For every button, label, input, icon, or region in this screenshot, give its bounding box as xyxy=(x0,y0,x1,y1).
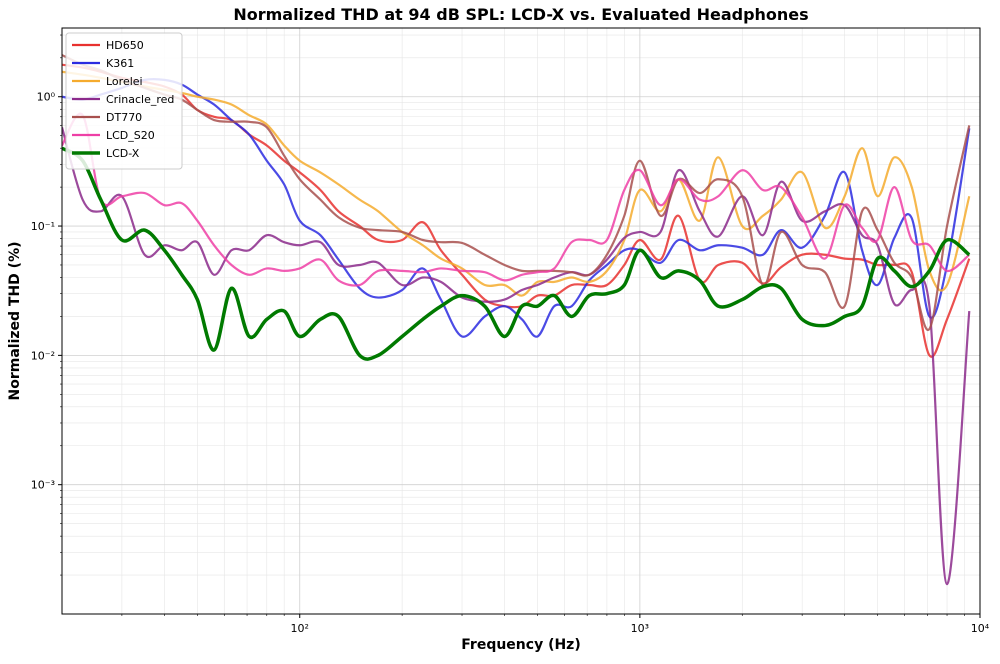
plot-lines xyxy=(62,54,971,586)
series-line xyxy=(62,127,971,586)
legend-label: K361 xyxy=(106,57,134,70)
x-tick-label: 10² xyxy=(291,622,309,635)
legend-label: HD650 xyxy=(106,39,144,52)
legend-label: DT770 xyxy=(106,111,142,124)
y-tick-label: 10⁻² xyxy=(31,349,55,362)
legend-label: LCD-X xyxy=(106,147,140,160)
x-tick-label: 10³ xyxy=(631,622,649,635)
series-line xyxy=(62,70,971,297)
ticks: 10² 10³ 10⁴ 10⁻³ 10⁻² 10⁻¹ 10⁰ xyxy=(31,34,990,635)
series-line xyxy=(62,77,971,338)
series-line xyxy=(62,146,971,361)
y-tick-label: 10⁻¹ xyxy=(31,220,55,233)
legend-label: Crinacle_red xyxy=(106,93,174,106)
x-tick-label: 10⁴ xyxy=(971,622,990,635)
chart-title: Normalized THD at 94 dB SPL: LCD-X vs. E… xyxy=(233,5,808,24)
x-axis-label: Frequency (Hz) xyxy=(461,637,580,653)
legend: HD650 K361 Lorelei Crinacle_red DT770 LCD_S20… xyxy=(65,32,183,170)
y-tick-label: 10⁻³ xyxy=(31,479,55,492)
legend-label: Lorelei xyxy=(106,75,143,88)
series-line xyxy=(62,112,970,287)
y-axis-label: Normalized THD (%) xyxy=(7,242,23,401)
plot-frame xyxy=(61,27,981,615)
series-line xyxy=(62,54,971,331)
legend-label: LCD_S20 xyxy=(106,129,155,142)
y-tick-label: 10⁰ xyxy=(37,91,56,104)
